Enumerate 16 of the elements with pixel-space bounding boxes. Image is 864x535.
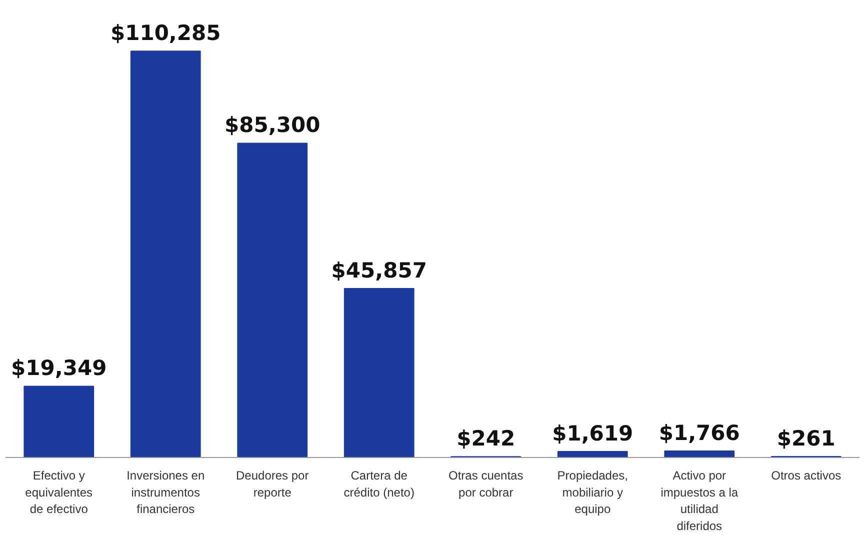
x-tick-label: Inversiones en instrumentos financieros [126, 468, 205, 516]
data-label: $1,619 [552, 422, 634, 446]
x-tick-label: Deudores por reporte [236, 468, 309, 500]
x-tick-label: Cartera de crédito (neto) [344, 468, 414, 500]
x-tick-label: Otras cuentas por cobrar [448, 468, 524, 500]
data-label: $110,285 [110, 21, 221, 46]
data-label: $261 [776, 426, 836, 451]
x-tick-label: Efectivo y equivalentes de efectivo [25, 468, 93, 516]
x-tick-label: Otros activos [771, 468, 842, 482]
data-label: $242 [456, 426, 516, 451]
data-label: $85,300 [224, 113, 320, 138]
x-tick-label: Propiedades, mobiliario y equipo [557, 468, 628, 516]
data-label: $19,349 [11, 356, 107, 380]
data-label: $1,766 [658, 420, 740, 445]
data-label: $45,857 [331, 258, 427, 283]
x-tick-label: Activo por impuestos a la utilidad diferidos [660, 468, 738, 533]
